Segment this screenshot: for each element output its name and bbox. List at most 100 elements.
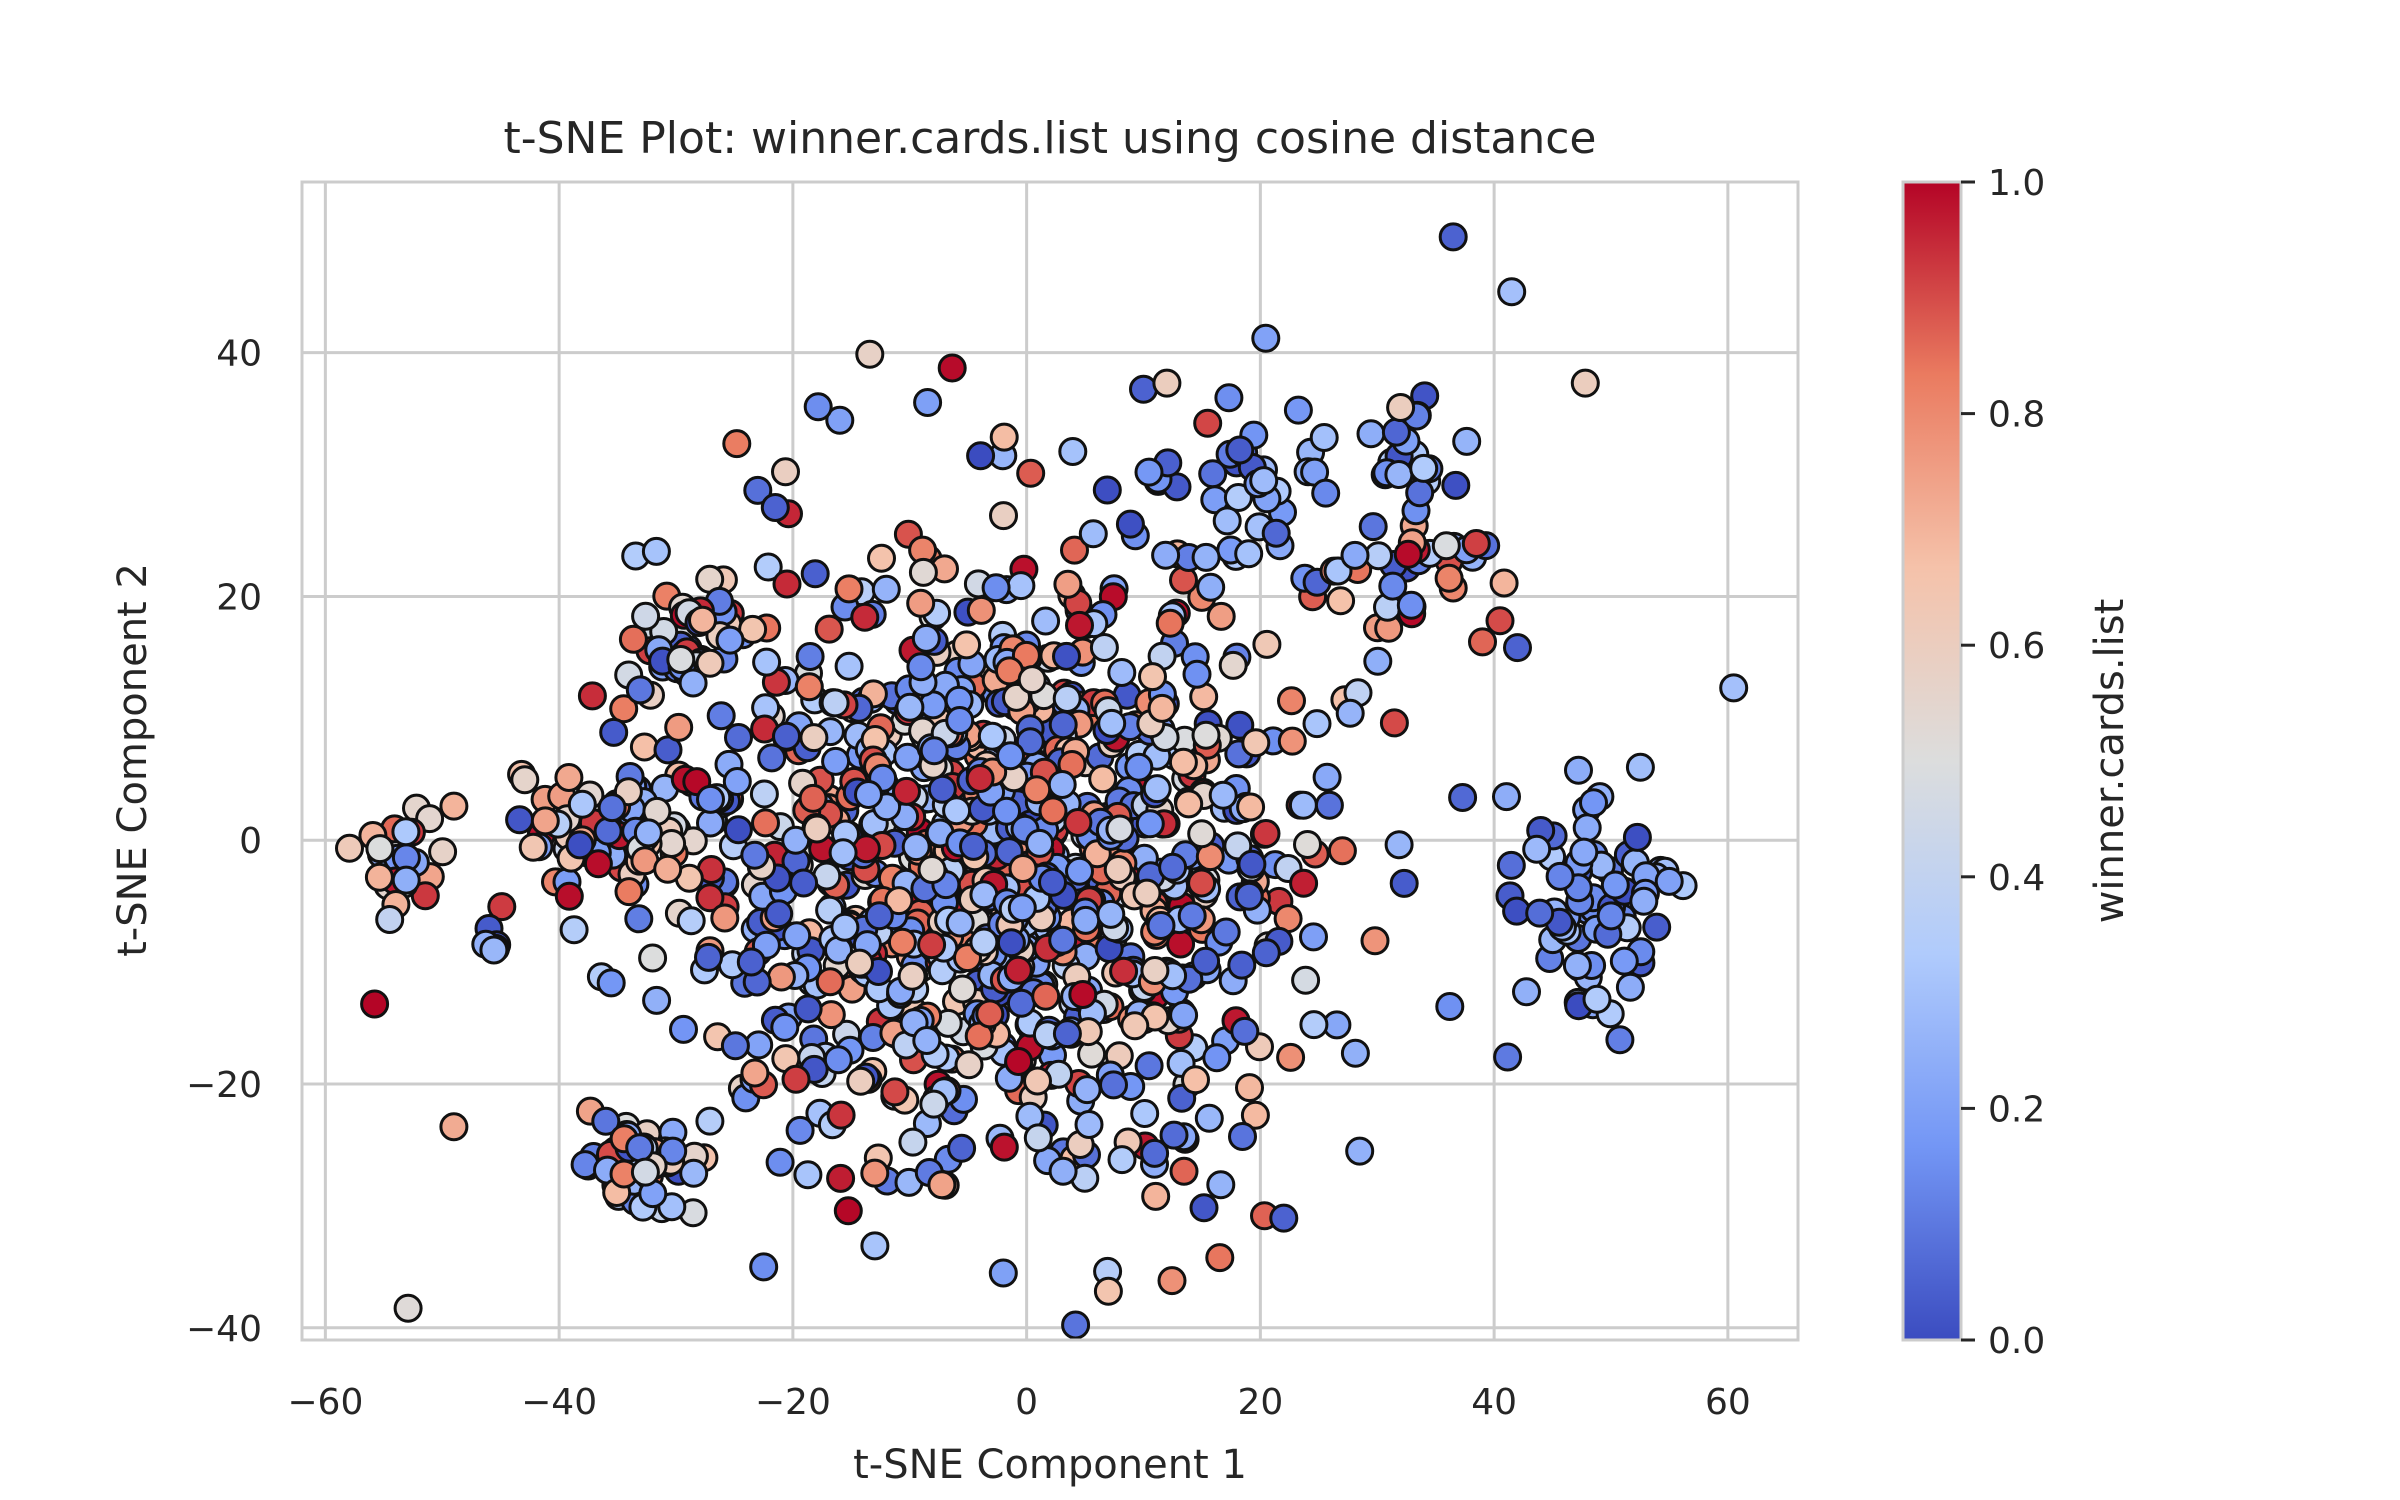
scatter-point	[1218, 650, 1248, 680]
scatter-point	[510, 765, 540, 795]
scatter-point	[1134, 457, 1164, 487]
scatter-point	[1061, 1310, 1091, 1340]
scatter-point	[927, 1170, 957, 1200]
scatter-point	[724, 723, 753, 752]
scatter-point	[1023, 1123, 1053, 1153]
y-tick-label: −20	[186, 1065, 262, 1106]
scatter-point	[895, 692, 925, 722]
scatter-point	[1461, 529, 1491, 558]
scatter-point	[825, 405, 855, 435]
scatter-point	[884, 886, 914, 916]
y-tick-label: −40	[186, 1309, 262, 1350]
scatter-point	[1048, 710, 1078, 740]
scatter-point	[642, 985, 672, 1015]
scatter-point	[591, 1106, 621, 1136]
scatter-point	[1048, 925, 1078, 955]
scatter-point	[706, 701, 736, 731]
scatter-point	[740, 840, 770, 870]
y-axis-label: t-SNE Component 2	[110, 563, 156, 957]
scatter-point	[1006, 571, 1036, 601]
scatter-point	[906, 652, 936, 682]
scatter-point	[815, 967, 845, 997]
scatter-point	[798, 783, 828, 813]
scatter-point	[989, 1132, 1019, 1162]
scatter-point	[860, 1231, 890, 1261]
scatter-point	[846, 1066, 876, 1096]
scatter-point	[1309, 423, 1339, 452]
scatter-point	[794, 672, 824, 702]
scatter-point	[658, 1136, 688, 1166]
scatter-point	[596, 968, 626, 998]
scatter-point	[1008, 854, 1038, 883]
scatter-point	[919, 736, 949, 766]
scatter-point	[1096, 899, 1126, 929]
scatter-point	[1038, 867, 1067, 897]
scatter-point	[565, 830, 595, 860]
scatter-point	[793, 994, 823, 1024]
scatter-point	[1146, 911, 1176, 940]
scatter-point	[597, 793, 627, 823]
scatter-point	[625, 675, 655, 705]
x-axis-label: t-SNE Component 1	[853, 1442, 1247, 1488]
scatter-point	[766, 962, 796, 992]
scatter-point	[954, 1050, 984, 1080]
scatter-point	[722, 767, 752, 796]
scatter-point	[1252, 629, 1282, 659]
scatter-point	[1155, 608, 1185, 638]
scatter-point	[966, 441, 996, 471]
scatter-point	[854, 780, 883, 809]
scatter-point	[678, 668, 708, 698]
y-axis-ticks: −40 −20 0 20 40	[186, 334, 262, 1350]
scatter-point	[1187, 819, 1217, 849]
scatter-point	[1276, 1042, 1306, 1072]
scatter-point	[947, 1133, 977, 1163]
scatter-point	[1065, 856, 1094, 886]
scatter-point	[1277, 686, 1306, 716]
scatter-point	[770, 1012, 800, 1042]
scatter-point	[1140, 956, 1170, 985]
scatter-point	[1615, 972, 1645, 1002]
scatter-point	[625, 1133, 655, 1163]
scatter-point	[530, 806, 560, 836]
scatter-point	[583, 849, 613, 879]
scatter-point	[834, 574, 864, 604]
scatter-point	[1023, 1066, 1052, 1096]
scatter-point	[906, 588, 936, 618]
scatter-point	[752, 647, 782, 677]
y-tick-label: 40	[216, 334, 262, 375]
scatter-point	[1174, 789, 1204, 819]
colorbar-tick-label: 0.2	[1988, 1089, 2045, 1130]
scatter-point	[1078, 519, 1108, 549]
scatter-point	[814, 614, 844, 644]
y-tick-label: 0	[239, 821, 262, 862]
scatter-point	[1312, 762, 1342, 792]
scatter-point	[1089, 633, 1119, 662]
scatter-point	[1138, 662, 1167, 692]
scatter-point	[992, 796, 1021, 826]
scatter-point	[966, 595, 996, 625]
scatter-point	[1327, 836, 1357, 866]
x-tick-label: 60	[1705, 1382, 1751, 1423]
scatter-point	[1379, 708, 1409, 738]
scatter-point	[1496, 850, 1526, 880]
scatter-point	[850, 602, 880, 632]
scatter-point	[638, 943, 668, 973]
scatter-point	[1097, 708, 1127, 738]
scatter-point	[1152, 368, 1182, 398]
scatter-point	[736, 947, 766, 977]
scatter-point	[1196, 572, 1226, 602]
scatter-point	[826, 1163, 856, 1193]
scatter-point	[795, 642, 825, 671]
scatter-point	[1564, 755, 1593, 785]
scatter-point	[1227, 950, 1257, 980]
scatter-point	[1225, 710, 1255, 740]
scatter-point	[1386, 393, 1416, 422]
scatter-point	[439, 1112, 469, 1142]
scatter-point	[1115, 509, 1145, 539]
scatter-point	[1434, 563, 1464, 593]
scatter-point	[1182, 659, 1212, 689]
scatter-point	[913, 388, 943, 417]
scatter-point	[618, 624, 648, 654]
scatter-point	[1053, 569, 1083, 599]
scatter-point	[629, 732, 659, 762]
